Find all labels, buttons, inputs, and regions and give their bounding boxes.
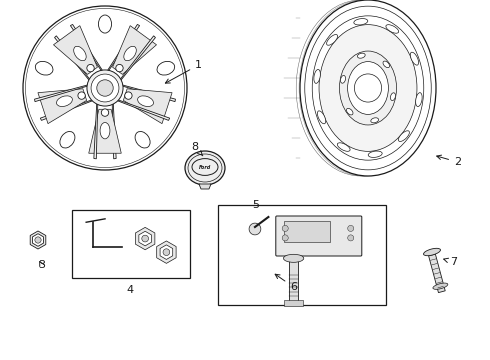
Text: 6: 6 bbox=[275, 274, 297, 292]
Circle shape bbox=[87, 70, 123, 106]
Circle shape bbox=[116, 64, 123, 72]
Polygon shape bbox=[30, 231, 46, 249]
Bar bbox=[284, 300, 303, 306]
Polygon shape bbox=[135, 228, 155, 250]
Circle shape bbox=[91, 74, 119, 102]
Polygon shape bbox=[94, 102, 98, 159]
Ellipse shape bbox=[56, 96, 73, 107]
Ellipse shape bbox=[60, 131, 75, 148]
Bar bbox=[289, 260, 298, 302]
Polygon shape bbox=[199, 184, 211, 189]
Polygon shape bbox=[139, 231, 151, 246]
Text: 8: 8 bbox=[191, 142, 203, 156]
Ellipse shape bbox=[433, 283, 448, 289]
Ellipse shape bbox=[135, 131, 150, 148]
Ellipse shape bbox=[300, 0, 436, 176]
Ellipse shape bbox=[423, 248, 441, 256]
Polygon shape bbox=[112, 102, 116, 159]
Bar bbox=[284, 221, 330, 242]
Ellipse shape bbox=[398, 131, 409, 141]
Ellipse shape bbox=[386, 25, 399, 33]
Polygon shape bbox=[123, 89, 172, 123]
Text: Ford: Ford bbox=[199, 165, 211, 170]
Polygon shape bbox=[40, 99, 94, 120]
Ellipse shape bbox=[314, 69, 320, 83]
Ellipse shape bbox=[357, 53, 365, 58]
Polygon shape bbox=[121, 85, 175, 102]
Polygon shape bbox=[113, 26, 156, 75]
Text: 2: 2 bbox=[437, 155, 461, 167]
Ellipse shape bbox=[98, 15, 112, 33]
Ellipse shape bbox=[341, 76, 345, 83]
Ellipse shape bbox=[283, 254, 304, 262]
Ellipse shape bbox=[347, 62, 389, 114]
Ellipse shape bbox=[138, 96, 153, 107]
Text: 4: 4 bbox=[126, 285, 134, 295]
Ellipse shape bbox=[74, 46, 86, 61]
Circle shape bbox=[35, 237, 41, 243]
Ellipse shape bbox=[100, 122, 110, 139]
Ellipse shape bbox=[416, 93, 422, 107]
Ellipse shape bbox=[383, 61, 390, 68]
Polygon shape bbox=[157, 241, 176, 264]
Polygon shape bbox=[53, 26, 98, 75]
Ellipse shape bbox=[157, 62, 174, 75]
Ellipse shape bbox=[327, 35, 338, 45]
Polygon shape bbox=[32, 234, 44, 246]
Circle shape bbox=[282, 225, 288, 231]
Bar bbox=[218, 205, 386, 305]
Text: 7: 7 bbox=[444, 257, 457, 267]
Polygon shape bbox=[429, 254, 445, 293]
Circle shape bbox=[348, 235, 354, 241]
Circle shape bbox=[249, 223, 261, 235]
Polygon shape bbox=[120, 36, 155, 81]
Ellipse shape bbox=[368, 151, 382, 157]
Ellipse shape bbox=[391, 93, 395, 100]
Ellipse shape bbox=[318, 111, 326, 124]
Circle shape bbox=[101, 109, 109, 116]
Polygon shape bbox=[160, 245, 172, 260]
Polygon shape bbox=[54, 36, 91, 81]
Ellipse shape bbox=[371, 118, 379, 123]
FancyBboxPatch shape bbox=[276, 216, 362, 256]
Ellipse shape bbox=[319, 24, 417, 151]
Circle shape bbox=[142, 235, 148, 242]
Circle shape bbox=[78, 92, 85, 99]
Ellipse shape bbox=[35, 62, 53, 75]
Ellipse shape bbox=[301, 4, 417, 172]
Circle shape bbox=[282, 235, 288, 241]
Text: 5: 5 bbox=[252, 200, 260, 210]
Circle shape bbox=[87, 64, 94, 72]
Polygon shape bbox=[38, 89, 87, 123]
Ellipse shape bbox=[410, 52, 418, 65]
Bar bbox=[72, 210, 190, 278]
Text: 3: 3 bbox=[38, 260, 45, 270]
Circle shape bbox=[97, 80, 113, 96]
Polygon shape bbox=[34, 85, 89, 102]
Circle shape bbox=[163, 249, 170, 256]
Polygon shape bbox=[71, 24, 103, 72]
Ellipse shape bbox=[354, 19, 368, 25]
Ellipse shape bbox=[185, 151, 225, 185]
Ellipse shape bbox=[340, 51, 396, 125]
Polygon shape bbox=[116, 99, 170, 120]
Ellipse shape bbox=[337, 143, 350, 151]
Text: 1: 1 bbox=[166, 60, 202, 83]
Polygon shape bbox=[89, 109, 121, 153]
Circle shape bbox=[348, 225, 354, 231]
Ellipse shape bbox=[346, 108, 353, 115]
Polygon shape bbox=[107, 24, 140, 72]
Circle shape bbox=[125, 92, 132, 99]
Ellipse shape bbox=[124, 46, 136, 61]
